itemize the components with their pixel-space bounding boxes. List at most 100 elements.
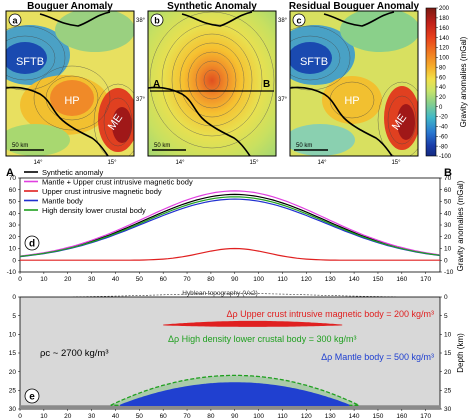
chart-e-xtick-label: 70 (183, 413, 191, 420)
colorbar-tick-label: -20 (439, 115, 448, 121)
map-c-lon-tick-2: 15° (391, 160, 401, 166)
chart-e-ytick-label-right: 25 (444, 388, 452, 395)
map-c-title: Residual Bouguer Anomaly (289, 1, 420, 12)
map-c-lon-tick-1: 14° (317, 160, 327, 166)
chart-d-legend-label: High density lower crustal body (42, 206, 146, 215)
chart-d-frame (19, 177, 441, 273)
colorbar-tick-label: -80 (439, 144, 448, 150)
chart-d-ytick-label-right: 60 (444, 187, 452, 194)
chart-d-series-line-2 (19, 190, 441, 257)
map-a-north-green (55, 11, 134, 52)
chart-d-xtick-label: 90 (231, 276, 239, 283)
chart-e-xtick-label: 170 (420, 413, 431, 420)
chart-d-xtick-label: 160 (396, 276, 407, 283)
map-a-low-core (6, 42, 47, 74)
map-b-lon-tick-2: 15° (249, 160, 259, 166)
map-a-contours (6, 25, 134, 156)
colorbar-tick-label: 160 (439, 26, 450, 32)
chart-e-ytick-label: 15 (9, 350, 17, 357)
profile-label-a: A (6, 167, 14, 179)
chart-e-xtick-label: 130 (325, 413, 336, 420)
chart-d-xtick-label: 70 (183, 276, 191, 283)
colorbar-label: Gravity anomalies (mGal) (459, 36, 468, 127)
colorbar-tick-label: -40 (439, 125, 448, 131)
chart-d-legend-label: Mantle + Upper crust intrusive magnetic … (42, 177, 193, 186)
chart-d-ytick-label-right: 20 (444, 234, 452, 241)
map-c-south-green (290, 124, 355, 156)
map-a-coastline (6, 11, 111, 156)
colorbar-tick-label: 80 (439, 65, 446, 71)
chart-d-xtick-label: 100 (253, 276, 264, 283)
chart-e-xtick-label: 120 (301, 413, 312, 420)
map-a-scale-label: 50 km (12, 143, 28, 149)
chart-e-xtick-label: 40 (112, 413, 120, 420)
map-b-label-b: B (263, 79, 270, 90)
map-panel-c: Residual Bouguer Anomaly c SFTB HP ME 50… (289, 1, 420, 166)
chart-d-series-line-5 (19, 196, 441, 257)
chart-e-xtick-label: 20 (64, 413, 72, 420)
map-c-scale-label: 50 km (296, 143, 312, 149)
map-c-north-green (340, 11, 418, 52)
chart-d-ytick-label: -10 (7, 269, 17, 276)
chart-e-xtick-label: 60 (160, 413, 168, 420)
map-c-center-orange (322, 76, 382, 124)
chart-e-xtick-label: 160 (396, 413, 407, 420)
map-c-letter: c (296, 16, 301, 26)
map-c-letter-circle (292, 13, 306, 27)
chart-d-xtick-label: 80 (207, 276, 215, 283)
chart-d-series (19, 190, 441, 261)
chart-d-ytick-label: 0 (12, 257, 16, 264)
colorbar-tick-label: 180 (439, 16, 450, 22)
chart-e-xtick-label: 0 (18, 413, 22, 420)
chart-d-ytick-label-right: 30 (444, 222, 452, 229)
chart-d-xtick-label: 150 (373, 276, 384, 283)
chart-d-xtick-label: 170 (420, 276, 431, 283)
chart-e-ytick-label-right: 10 (444, 332, 452, 339)
chart-d-ytick-label: 40 (9, 210, 17, 217)
chart-d-legend-label: Synthetic anomaly (42, 168, 104, 177)
map-b-label-a: A (153, 79, 160, 90)
chart-d-xtick-label: 40 (112, 276, 120, 283)
chart-e-xtick-label: 10 (40, 413, 48, 420)
colorbar-tick-label: 100 (439, 56, 450, 62)
chart-e-body-upper-crust (163, 320, 343, 327)
chart-e-ytick-label-right: 5 (444, 313, 448, 320)
map-c-low-core (290, 42, 332, 74)
chart-d-ytick-label: 60 (9, 187, 17, 194)
map-panel-b: Synthetic Anomaly b A B 50 km 14° 15° 38… (147, 1, 288, 166)
chart-e-topography-label: Hyblean topography (Vx2) (182, 290, 258, 297)
map-a-label-hp: HP (64, 95, 79, 107)
map-a-lat-tick-2: 37° (136, 97, 146, 103)
colorbar-tick-label: 40 (439, 85, 446, 91)
chart-e-body-mantle-body (119, 382, 350, 406)
chart-d-series-line-1 (19, 193, 441, 257)
chart-d-series-line-3 (20, 247, 440, 261)
colorbar-tick-label: 0 (439, 105, 443, 111)
colorbar: 200180160140120100806040200-20-40-60-80-… (425, 6, 468, 160)
chart-d-ytick-label-right: 0 (444, 257, 448, 264)
colorbar-tick-label: 200 (439, 6, 450, 12)
map-c-frame (289, 10, 419, 157)
chart-d-xtick-label: 110 (277, 276, 288, 283)
chart-e-ytick-label: 25 (9, 388, 17, 395)
map-a-letter: a (12, 16, 18, 26)
chart-e-mantle-body-label: Δρ Mantle body = 500 kg/m³ (321, 352, 434, 362)
colorbar-tick-label: 140 (439, 36, 450, 42)
chart-d-xtick-label: 30 (88, 276, 96, 283)
chart-d-xtick-label: 60 (160, 276, 168, 283)
chart-d-ytick-label-right: 10 (444, 246, 452, 253)
chart-d-ytick-label: 30 (9, 222, 17, 229)
map-a-lon-tick-1: 14° (33, 160, 43, 166)
chart-e-xtick-label: 150 (373, 413, 384, 420)
chart-e-ytick-label-right: 20 (444, 369, 452, 376)
chart-d-legend-label: Mantle body (42, 196, 83, 205)
chart-e-xtick-label: 30 (88, 413, 96, 420)
chart-d-letter-circle (24, 235, 40, 251)
chart-e-upper-body-label: Δρ Upper crust intrusive magnetic body =… (227, 309, 434, 319)
chart-e-xtick-label: 90 (231, 413, 239, 420)
profile-label-b: B (444, 167, 452, 179)
map-b-letter: b (154, 16, 160, 26)
